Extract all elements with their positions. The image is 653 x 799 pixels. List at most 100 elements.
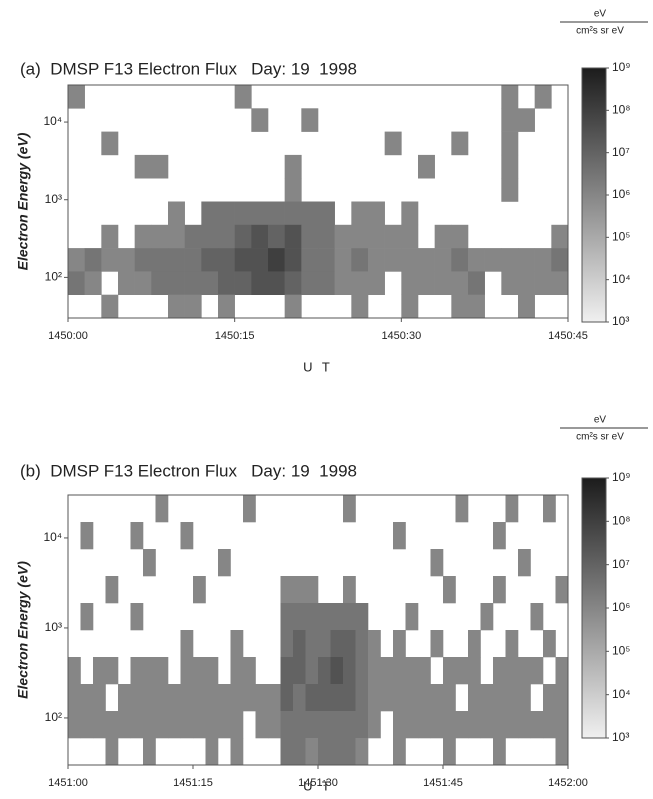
flux-cell bbox=[334, 224, 352, 249]
flux-cell bbox=[193, 576, 206, 604]
flux-cell bbox=[280, 576, 294, 604]
flux-cell bbox=[305, 576, 319, 604]
flux-cell bbox=[318, 201, 335, 226]
flux-cell bbox=[401, 271, 419, 295]
flux-cell bbox=[284, 224, 302, 249]
flux-cell bbox=[184, 224, 202, 249]
flux-cell bbox=[343, 657, 356, 685]
flux-cell bbox=[443, 576, 456, 604]
flux-cell bbox=[343, 603, 356, 631]
flux-cell bbox=[530, 603, 544, 631]
flux-cell bbox=[493, 711, 506, 739]
flux-cell bbox=[293, 603, 306, 631]
flux-cell bbox=[251, 271, 269, 295]
flux-cell bbox=[93, 711, 106, 739]
flux-cell bbox=[168, 201, 185, 226]
flux-cell bbox=[518, 711, 531, 739]
flux-cell bbox=[355, 738, 369, 766]
flux-cell bbox=[468, 630, 481, 658]
flux-cell bbox=[401, 201, 419, 226]
flux-cell bbox=[418, 711, 431, 739]
flux-cell bbox=[330, 711, 344, 739]
flux-cell bbox=[530, 657, 544, 685]
flux-cell bbox=[493, 684, 506, 712]
flux-cell bbox=[155, 657, 169, 685]
flux-cell bbox=[401, 224, 419, 249]
flux-cell bbox=[118, 271, 135, 295]
y-tick-label: 10⁴ bbox=[43, 530, 62, 544]
flux-cell bbox=[418, 684, 431, 712]
flux-cell bbox=[130, 711, 144, 739]
flux-cell bbox=[480, 684, 494, 712]
flux-cell bbox=[368, 684, 381, 712]
flux-cell bbox=[455, 495, 469, 523]
colorbar-tick-label: 10³ bbox=[612, 314, 629, 328]
flux-cell bbox=[505, 657, 519, 685]
colorbar-tick-label: 10⁶ bbox=[612, 600, 630, 614]
flux-cell bbox=[218, 549, 231, 577]
flux-cell bbox=[130, 522, 144, 550]
flux-cell bbox=[205, 684, 219, 712]
x-tick-label: 1450:45 bbox=[548, 330, 588, 342]
flux-cell bbox=[418, 271, 435, 295]
flux-cell bbox=[193, 657, 206, 685]
flux-cell bbox=[268, 684, 281, 712]
flux-cell bbox=[505, 711, 519, 739]
flux-cell bbox=[68, 711, 81, 739]
flux-cell bbox=[318, 711, 331, 739]
flux-cell bbox=[443, 738, 456, 766]
flux-cell bbox=[234, 201, 252, 226]
flux-cell bbox=[293, 576, 306, 604]
flux-cell bbox=[143, 711, 156, 739]
flux-cell bbox=[355, 657, 369, 685]
flux-cell bbox=[118, 248, 135, 272]
flux-cell bbox=[151, 248, 169, 272]
flux-cell bbox=[134, 224, 152, 249]
flux-cell bbox=[451, 271, 469, 295]
flux-cell bbox=[418, 154, 435, 179]
flux-cell bbox=[305, 630, 319, 658]
flux-cell bbox=[155, 684, 169, 712]
flux-cell bbox=[251, 248, 269, 272]
flux-cell bbox=[234, 224, 252, 249]
flux-cell bbox=[143, 684, 156, 712]
flux-cell bbox=[480, 711, 494, 739]
flux-cell bbox=[480, 603, 494, 631]
flux-cell bbox=[555, 576, 569, 604]
y-tick-label: 10³ bbox=[45, 192, 62, 206]
flux-cell bbox=[351, 248, 369, 272]
flux-cell bbox=[280, 684, 294, 712]
flux-cell bbox=[268, 248, 285, 272]
colorbar-tick-label: 10³ bbox=[612, 730, 629, 744]
flux-cell bbox=[284, 201, 302, 226]
flux-cell bbox=[280, 603, 294, 631]
x-tick-label: 1451:45 bbox=[423, 777, 463, 789]
flux-cell bbox=[455, 657, 469, 685]
flux-cell bbox=[518, 108, 535, 132]
flux-cell bbox=[68, 684, 81, 712]
x-tick-label: 1451:15 bbox=[173, 777, 213, 789]
flux-cell bbox=[351, 271, 369, 295]
flux-cell bbox=[234, 85, 252, 109]
chart-title: (a) DMSP F13 Electron Flux Day: 19 1998 bbox=[20, 59, 357, 78]
flux-cell bbox=[434, 271, 452, 295]
flux-cell bbox=[143, 657, 156, 685]
flux-cell bbox=[293, 684, 306, 712]
flux-cell bbox=[80, 522, 94, 550]
flux-cell bbox=[330, 738, 344, 766]
flux-cell bbox=[334, 248, 352, 272]
x-tick-label: 1450:15 bbox=[215, 330, 255, 342]
flux-cell bbox=[555, 711, 569, 739]
flux-cell bbox=[268, 271, 285, 295]
flux-cell bbox=[101, 248, 119, 272]
flux-cell bbox=[355, 630, 369, 658]
flux-cell bbox=[134, 154, 152, 179]
flux-cell bbox=[368, 630, 381, 658]
flux-cell bbox=[518, 657, 531, 685]
flux-cell bbox=[451, 294, 469, 319]
flux-cell bbox=[130, 603, 144, 631]
flux-cell bbox=[84, 271, 102, 295]
flux-cell bbox=[168, 271, 185, 295]
flux-cell bbox=[284, 271, 302, 295]
flux-cell bbox=[451, 248, 469, 272]
